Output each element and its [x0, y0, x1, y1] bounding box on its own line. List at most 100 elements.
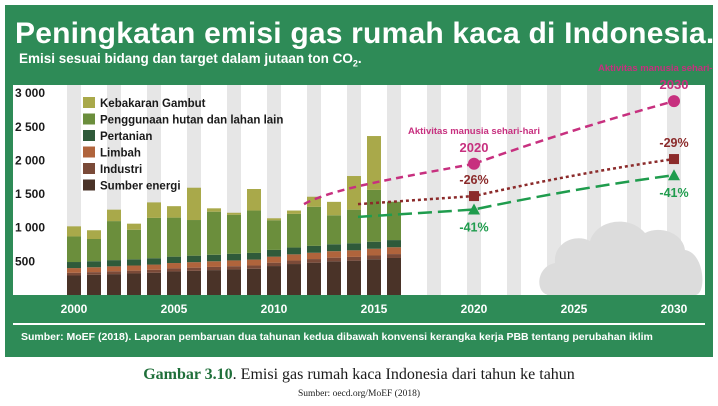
bar-pertanian-2003 [127, 259, 141, 266]
y-tick-label: 1 500 [15, 187, 45, 201]
bar-sumber_energi-2016 [387, 257, 401, 295]
caption-text: . Emisi gas rumah kaca Indonesia dari ta… [232, 366, 575, 383]
bar-sumber_energi-2002 [107, 274, 121, 295]
bar-limbah-2004 [147, 264, 161, 270]
bar-industri-2015 [367, 255, 381, 260]
legend-label-kebakaran_gambut: Kebakaran Gambut [100, 98, 206, 110]
trend-line-to-2020 [303, 162, 475, 206]
bar-sumber_energi-2008 [227, 269, 241, 295]
bar-industri-2011 [287, 260, 301, 265]
bar-penggunaan_hutan-2003 [127, 229, 141, 260]
bar-kebakaran_gambut-2015 [367, 136, 381, 190]
x-axis-band [13, 295, 705, 323]
bar-limbah-2010 [267, 256, 281, 263]
bar-pertanian-2006 [187, 255, 201, 263]
marker-2-2030 [668, 169, 680, 181]
bar-sumber_energi-2010 [267, 266, 281, 295]
x-tick-label: 2005 [161, 302, 188, 316]
bar-pertanian-2011 [287, 247, 301, 255]
bar-kebakaran_gambut-2004 [147, 202, 161, 218]
bar-penggunaan_hutan-2000 [67, 236, 81, 263]
bar-pertanian-2000 [67, 262, 81, 269]
marker-2-2020 [468, 203, 480, 215]
bar-limbah-2006 [187, 262, 201, 268]
point-label-2-2030: -41% [659, 186, 688, 200]
bar-industri-2000 [67, 272, 81, 276]
chart-subtitle: Emisi sesuai bidang dan target dalam jut… [19, 51, 362, 69]
bar-limbah-2016 [387, 247, 401, 255]
bar-sumber_energi-2007 [207, 270, 221, 295]
cloud-shape [539, 221, 703, 295]
x-tick-label: 2025 [561, 302, 588, 316]
bar-penggunaan_hutan-2010 [267, 220, 281, 250]
bar-limbah-2007 [207, 261, 221, 267]
bar-limbah-2003 [127, 265, 141, 271]
bar-industri-2012 [307, 259, 321, 263]
bar-pertanian-2009 [247, 252, 261, 260]
annotation-2020: Aktivitas manusia sehari-hari [408, 126, 540, 137]
bar-pertanian-2014 [347, 243, 361, 251]
bar-kebakaran_gambut-2000 [67, 226, 81, 237]
bar-sumber_energi-2009 [247, 268, 261, 295]
bar-limbah-2000 [67, 268, 81, 273]
bar-limbah-2005 [167, 263, 181, 269]
bar-sumber_energi-2015 [367, 259, 381, 295]
bar-industri-2002 [107, 271, 121, 275]
bar-industri-2014 [347, 256, 361, 261]
bar-kebakaran_gambut-2014 [347, 176, 361, 210]
bar-sumber_energi-2001 [87, 274, 101, 295]
x-tick-label: 2010 [261, 302, 288, 316]
bar-kebakaran_gambut-2001 [87, 230, 101, 240]
bar-limbah-2008 [227, 260, 241, 267]
x-tick-label: 2015 [361, 302, 388, 316]
bar-kebakaran_gambut-2002 [107, 209, 121, 222]
bg-stripe [467, 85, 481, 295]
bar-limbah-2012 [307, 252, 321, 260]
legend-label-industri: Industri [100, 164, 142, 176]
bar-kebakaran_gambut-2013 [327, 201, 341, 216]
bar-industri-2005 [167, 268, 181, 272]
y-tick-label: 500 [15, 254, 35, 268]
bar-limbah-2011 [287, 254, 301, 261]
caption-label: Gambar 3.10 [143, 366, 233, 383]
bar-pertanian-2012 [307, 245, 321, 253]
marker-1-2020 [469, 191, 479, 202]
subtitle-end: . [357, 51, 362, 66]
bar-pertanian-2010 [267, 249, 281, 257]
bar-pertanian-2016 [387, 240, 401, 248]
bar-penggunaan_hutan-2013 [327, 215, 341, 245]
bar-sumber_energi-2011 [287, 264, 301, 295]
bar-penggunaan_hutan-2008 [227, 214, 241, 254]
marker-0-2030 [668, 95, 680, 108]
bar-penggunaan_hutan-2009 [247, 210, 261, 253]
emissions-chart: 2020 Aktivitas manusia sehari-hari 2030 Akt… [13, 63, 713, 325]
legend-label-pertanian: Pertanian [100, 131, 152, 143]
legend-label-penggunaan_hutan: Penggunaan hutan dan lahan lain [100, 115, 283, 127]
bar-industri-2003 [127, 270, 141, 274]
bar-pertanian-2007 [207, 254, 221, 262]
marker-1-2030 [669, 154, 679, 165]
bar-pertanian-2004 [147, 258, 161, 265]
bar-pertanian-2002 [107, 260, 121, 267]
legend-swatch-kebakaran_gambut [83, 97, 95, 108]
legend-swatch-pertanian [83, 130, 95, 141]
bar-kebakaran_gambut-2003 [127, 223, 141, 230]
annotation-2030: Aktivitas manusia sehari-hari [598, 63, 713, 74]
bar-sumber_energi-2004 [147, 272, 161, 295]
bar-kebakaran_gambut-2009 [247, 189, 261, 211]
bar-industri-2010 [267, 262, 281, 267]
bar-limbah-2009 [247, 259, 261, 266]
bar-pertanian-2001 [87, 261, 101, 268]
point-label-0-2030: 2030 [660, 77, 689, 92]
bar-penggunaan_hutan-2002 [107, 221, 121, 261]
bar-kebakaran_gambut-2011 [287, 210, 301, 214]
bar-industri-2008 [227, 266, 241, 270]
y-tick-label: 2 000 [15, 153, 45, 167]
bar-limbah-2002 [107, 266, 121, 272]
bar-industri-2013 [327, 257, 341, 262]
bar-penggunaan_hutan-2011 [287, 213, 301, 248]
x-tick-label: 2030 [661, 302, 688, 316]
legend-swatch-sumber_energi [83, 179, 95, 191]
target-line-1 [357, 157, 675, 206]
chart-frame: 2020 Aktivitas manusia sehari-hari 2030 Akt… [5, 5, 714, 357]
